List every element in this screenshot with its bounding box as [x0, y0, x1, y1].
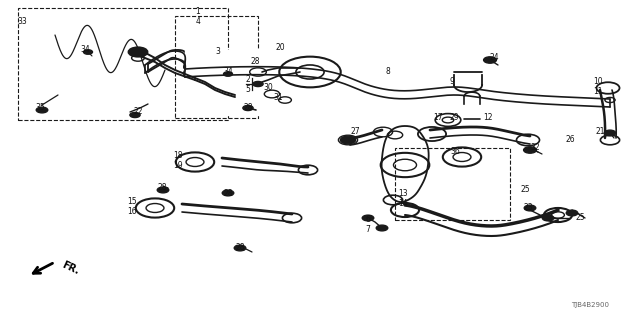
Text: 11: 11 — [593, 87, 603, 97]
Circle shape — [157, 187, 169, 193]
Text: 21: 21 — [595, 127, 605, 137]
Text: 22: 22 — [133, 108, 143, 116]
Circle shape — [604, 130, 616, 136]
Text: 29: 29 — [449, 114, 459, 123]
Text: 5: 5 — [246, 85, 250, 94]
Bar — [18, 8, 228, 120]
Text: 27: 27 — [350, 127, 360, 137]
Circle shape — [253, 81, 263, 86]
Text: 10: 10 — [593, 77, 603, 86]
Text: 7: 7 — [365, 226, 371, 235]
Circle shape — [484, 57, 497, 63]
Circle shape — [234, 245, 246, 251]
Circle shape — [223, 72, 232, 76]
Text: 19: 19 — [173, 161, 183, 170]
Text: 33: 33 — [17, 18, 27, 27]
Text: 12: 12 — [483, 114, 493, 123]
Circle shape — [83, 50, 93, 54]
Text: 28: 28 — [243, 103, 253, 113]
Circle shape — [566, 210, 578, 216]
Text: 4: 4 — [196, 18, 200, 27]
Circle shape — [130, 112, 140, 117]
Circle shape — [376, 225, 388, 231]
Text: 13: 13 — [398, 188, 408, 197]
Circle shape — [340, 136, 356, 144]
Text: 1: 1 — [196, 7, 200, 17]
Circle shape — [362, 215, 374, 221]
Circle shape — [524, 205, 536, 211]
Text: 31: 31 — [273, 93, 283, 102]
Text: 28: 28 — [250, 58, 260, 67]
Text: 17: 17 — [433, 114, 443, 123]
Text: 25: 25 — [520, 186, 530, 195]
Circle shape — [129, 47, 148, 57]
Bar — [175, 16, 258, 118]
Circle shape — [222, 190, 234, 196]
Text: 23: 23 — [523, 204, 533, 212]
Text: 9: 9 — [449, 77, 454, 86]
Text: 35: 35 — [35, 103, 45, 113]
Text: 30: 30 — [263, 84, 273, 92]
Text: 18: 18 — [173, 150, 183, 159]
Text: 36: 36 — [450, 148, 460, 156]
Circle shape — [542, 215, 554, 221]
Text: TJB4B2900: TJB4B2900 — [571, 302, 609, 308]
Circle shape — [524, 147, 536, 153]
Text: 3: 3 — [216, 47, 220, 57]
Text: 34: 34 — [80, 45, 90, 54]
Text: FR.: FR. — [60, 260, 81, 276]
Text: 8: 8 — [386, 68, 390, 76]
Text: 28: 28 — [223, 188, 233, 197]
Text: 34: 34 — [223, 68, 233, 76]
Text: 16: 16 — [127, 207, 137, 217]
Text: 26: 26 — [565, 135, 575, 145]
Text: 32: 32 — [530, 143, 540, 153]
Text: 14: 14 — [398, 198, 408, 207]
Text: 25: 25 — [575, 213, 585, 222]
Text: 28: 28 — [157, 183, 167, 193]
Text: 24: 24 — [489, 53, 499, 62]
Circle shape — [36, 107, 48, 113]
Text: 2: 2 — [246, 76, 250, 84]
Bar — [395, 148, 510, 220]
Text: 6: 6 — [365, 215, 371, 225]
Text: 15: 15 — [127, 197, 137, 206]
Text: 20: 20 — [275, 44, 285, 52]
Text: 28: 28 — [236, 244, 244, 252]
Circle shape — [243, 105, 253, 110]
